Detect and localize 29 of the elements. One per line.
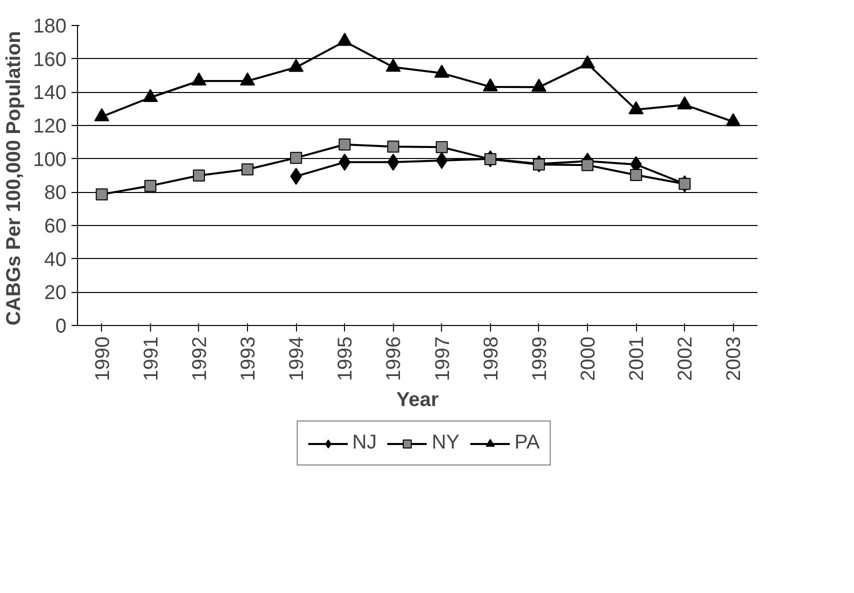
y-tick-label: 80 xyxy=(44,182,67,204)
y-tick-label: 160 xyxy=(33,48,67,71)
y-tick-label: 0 xyxy=(55,316,66,338)
x-tick-label: 1992 xyxy=(188,336,211,381)
y-tick-label: 120 xyxy=(33,116,67,138)
x-tick-label: 1990 xyxy=(92,336,114,381)
x-axis-title: Year xyxy=(396,388,439,411)
x-tick-label: 1995 xyxy=(334,336,357,381)
x-tick-label: 1993 xyxy=(238,336,260,381)
y-tick-label: 180 xyxy=(33,16,67,38)
x-tick-label: 1997 xyxy=(432,336,454,381)
x-tick-label: 2003 xyxy=(723,336,746,381)
y-axis-title: CABGs Per 100,000 Population xyxy=(3,31,26,326)
legend-label: NY xyxy=(432,432,460,454)
y-tick-label: 60 xyxy=(44,216,67,238)
y-tick-label: 40 xyxy=(44,248,67,271)
y-tick-label: 140 xyxy=(33,82,67,104)
x-tick-label: 2002 xyxy=(674,336,697,381)
x-tick-label: 1991 xyxy=(140,336,162,381)
x-tick-label: 2001 xyxy=(626,336,648,381)
x-tick-label: 2000 xyxy=(578,336,600,381)
legend-label: NJ xyxy=(352,432,377,454)
x-tick-label: 1996 xyxy=(383,336,406,381)
y-tick-label: 20 xyxy=(44,282,67,304)
x-tick-label: 1994 xyxy=(286,336,308,381)
x-tick-label: 1999 xyxy=(528,336,551,381)
x-tick-label: 1998 xyxy=(480,336,502,381)
legend-label: PA xyxy=(514,432,540,454)
y-tick-label: 100 xyxy=(33,148,67,171)
